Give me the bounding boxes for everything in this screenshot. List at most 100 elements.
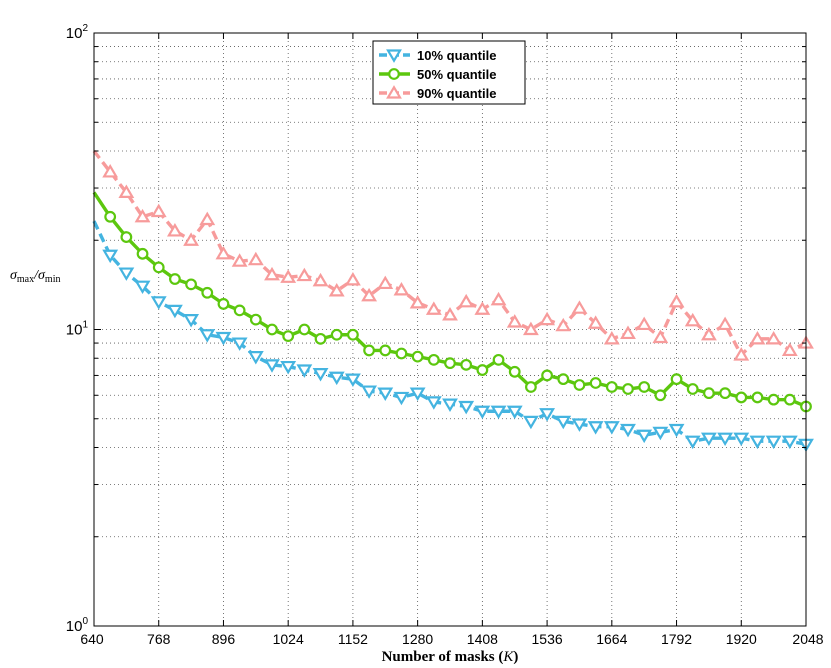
data-point [118, 267, 135, 281]
data-point [442, 398, 458, 413]
x-axis-label-var: K [502, 649, 514, 665]
data-point [296, 364, 313, 378]
data-point [393, 391, 410, 406]
data-point [783, 393, 796, 406]
legend-items: 10% quantile 50% quantile 90% quantile [379, 48, 496, 101]
data-point [767, 393, 780, 406]
data-point [458, 400, 475, 415]
x-tick-label: 896 [212, 631, 236, 647]
data-point [458, 293, 475, 308]
legend-marker [388, 68, 400, 80]
y-axis-label-num: σ [10, 268, 18, 283]
data-point [684, 435, 701, 450]
data-point [442, 307, 458, 321]
data-point [751, 391, 764, 404]
data-point [166, 223, 183, 237]
y-axis-label-sep: /σ [33, 268, 46, 283]
data-point [555, 415, 572, 430]
data-point [620, 423, 636, 438]
data-point [282, 330, 295, 343]
data-point [425, 301, 442, 315]
data-point [264, 359, 280, 373]
data-point [522, 321, 539, 336]
x-tick-label: 1024 [273, 631, 304, 647]
data-point [603, 330, 620, 345]
data-point [201, 286, 214, 299]
y-axis-label: σmax/σmin [10, 268, 60, 285]
data-point [425, 396, 442, 410]
data-point [522, 415, 539, 430]
axis-ticks [93, 33, 807, 627]
data-point [638, 381, 651, 393]
data-point [363, 344, 375, 357]
data-point [217, 297, 230, 310]
data-point [652, 426, 669, 441]
x-tick-label: 768 [147, 631, 171, 647]
x-tick-label: 1664 [596, 631, 627, 647]
y-tick-label-exponent: 2 [82, 23, 88, 34]
data-point [328, 371, 345, 386]
data-point [215, 245, 232, 260]
x-axis-label-prefix: Number of masks ( [382, 649, 504, 665]
data-point [506, 314, 523, 328]
data-point [620, 325, 636, 340]
data-point [312, 368, 329, 382]
data-point [266, 323, 278, 336]
data-point [183, 313, 200, 328]
data-point [476, 364, 489, 376]
x-axis-label: Number of masks (K) [382, 649, 519, 665]
data-point [717, 316, 734, 331]
data-point [557, 373, 570, 386]
data-point [700, 432, 717, 447]
data-point [199, 211, 216, 226]
data-point [652, 329, 669, 344]
data-point [781, 342, 798, 357]
x-tick-label: 1920 [726, 631, 757, 647]
x-tick-label: 640 [80, 631, 104, 647]
data-point [603, 421, 620, 435]
data-point [668, 293, 685, 308]
data-point [717, 432, 734, 447]
data-point [571, 418, 588, 432]
data-point [765, 330, 782, 345]
data-point [749, 435, 766, 450]
data-point [587, 421, 604, 435]
data-point [312, 272, 329, 287]
data-point [605, 381, 618, 393]
data-point [247, 351, 264, 365]
data-point [231, 337, 248, 351]
data-point [735, 391, 748, 404]
data-point [166, 304, 183, 319]
data-point [781, 435, 798, 450]
data-point [636, 316, 653, 331]
data-point [541, 369, 553, 382]
y-tick-label-exponent: 0 [82, 616, 88, 627]
data-point [460, 358, 473, 371]
series-3 [92, 149, 814, 361]
data-point [377, 387, 394, 402]
data-point [264, 266, 280, 281]
data-point [719, 387, 731, 400]
data-point [280, 269, 297, 283]
legend-marker [386, 49, 402, 63]
data-point [684, 312, 701, 327]
x-tick-label: 1152 [338, 631, 368, 647]
data-point [150, 296, 167, 310]
data-point [377, 275, 394, 290]
data-point [296, 267, 313, 282]
data-point [571, 300, 588, 314]
data-point [506, 405, 523, 420]
data-point [444, 357, 456, 370]
data-point [134, 208, 151, 223]
y-tick-label-base: 10 [66, 322, 83, 339]
data-point [654, 389, 667, 402]
series-1 [92, 220, 814, 453]
data-point [298, 323, 311, 336]
data-point [749, 330, 766, 345]
legend-label: 10% quantile [417, 48, 496, 63]
data-point [134, 280, 151, 295]
data-point [427, 353, 440, 366]
data-point [344, 373, 361, 388]
